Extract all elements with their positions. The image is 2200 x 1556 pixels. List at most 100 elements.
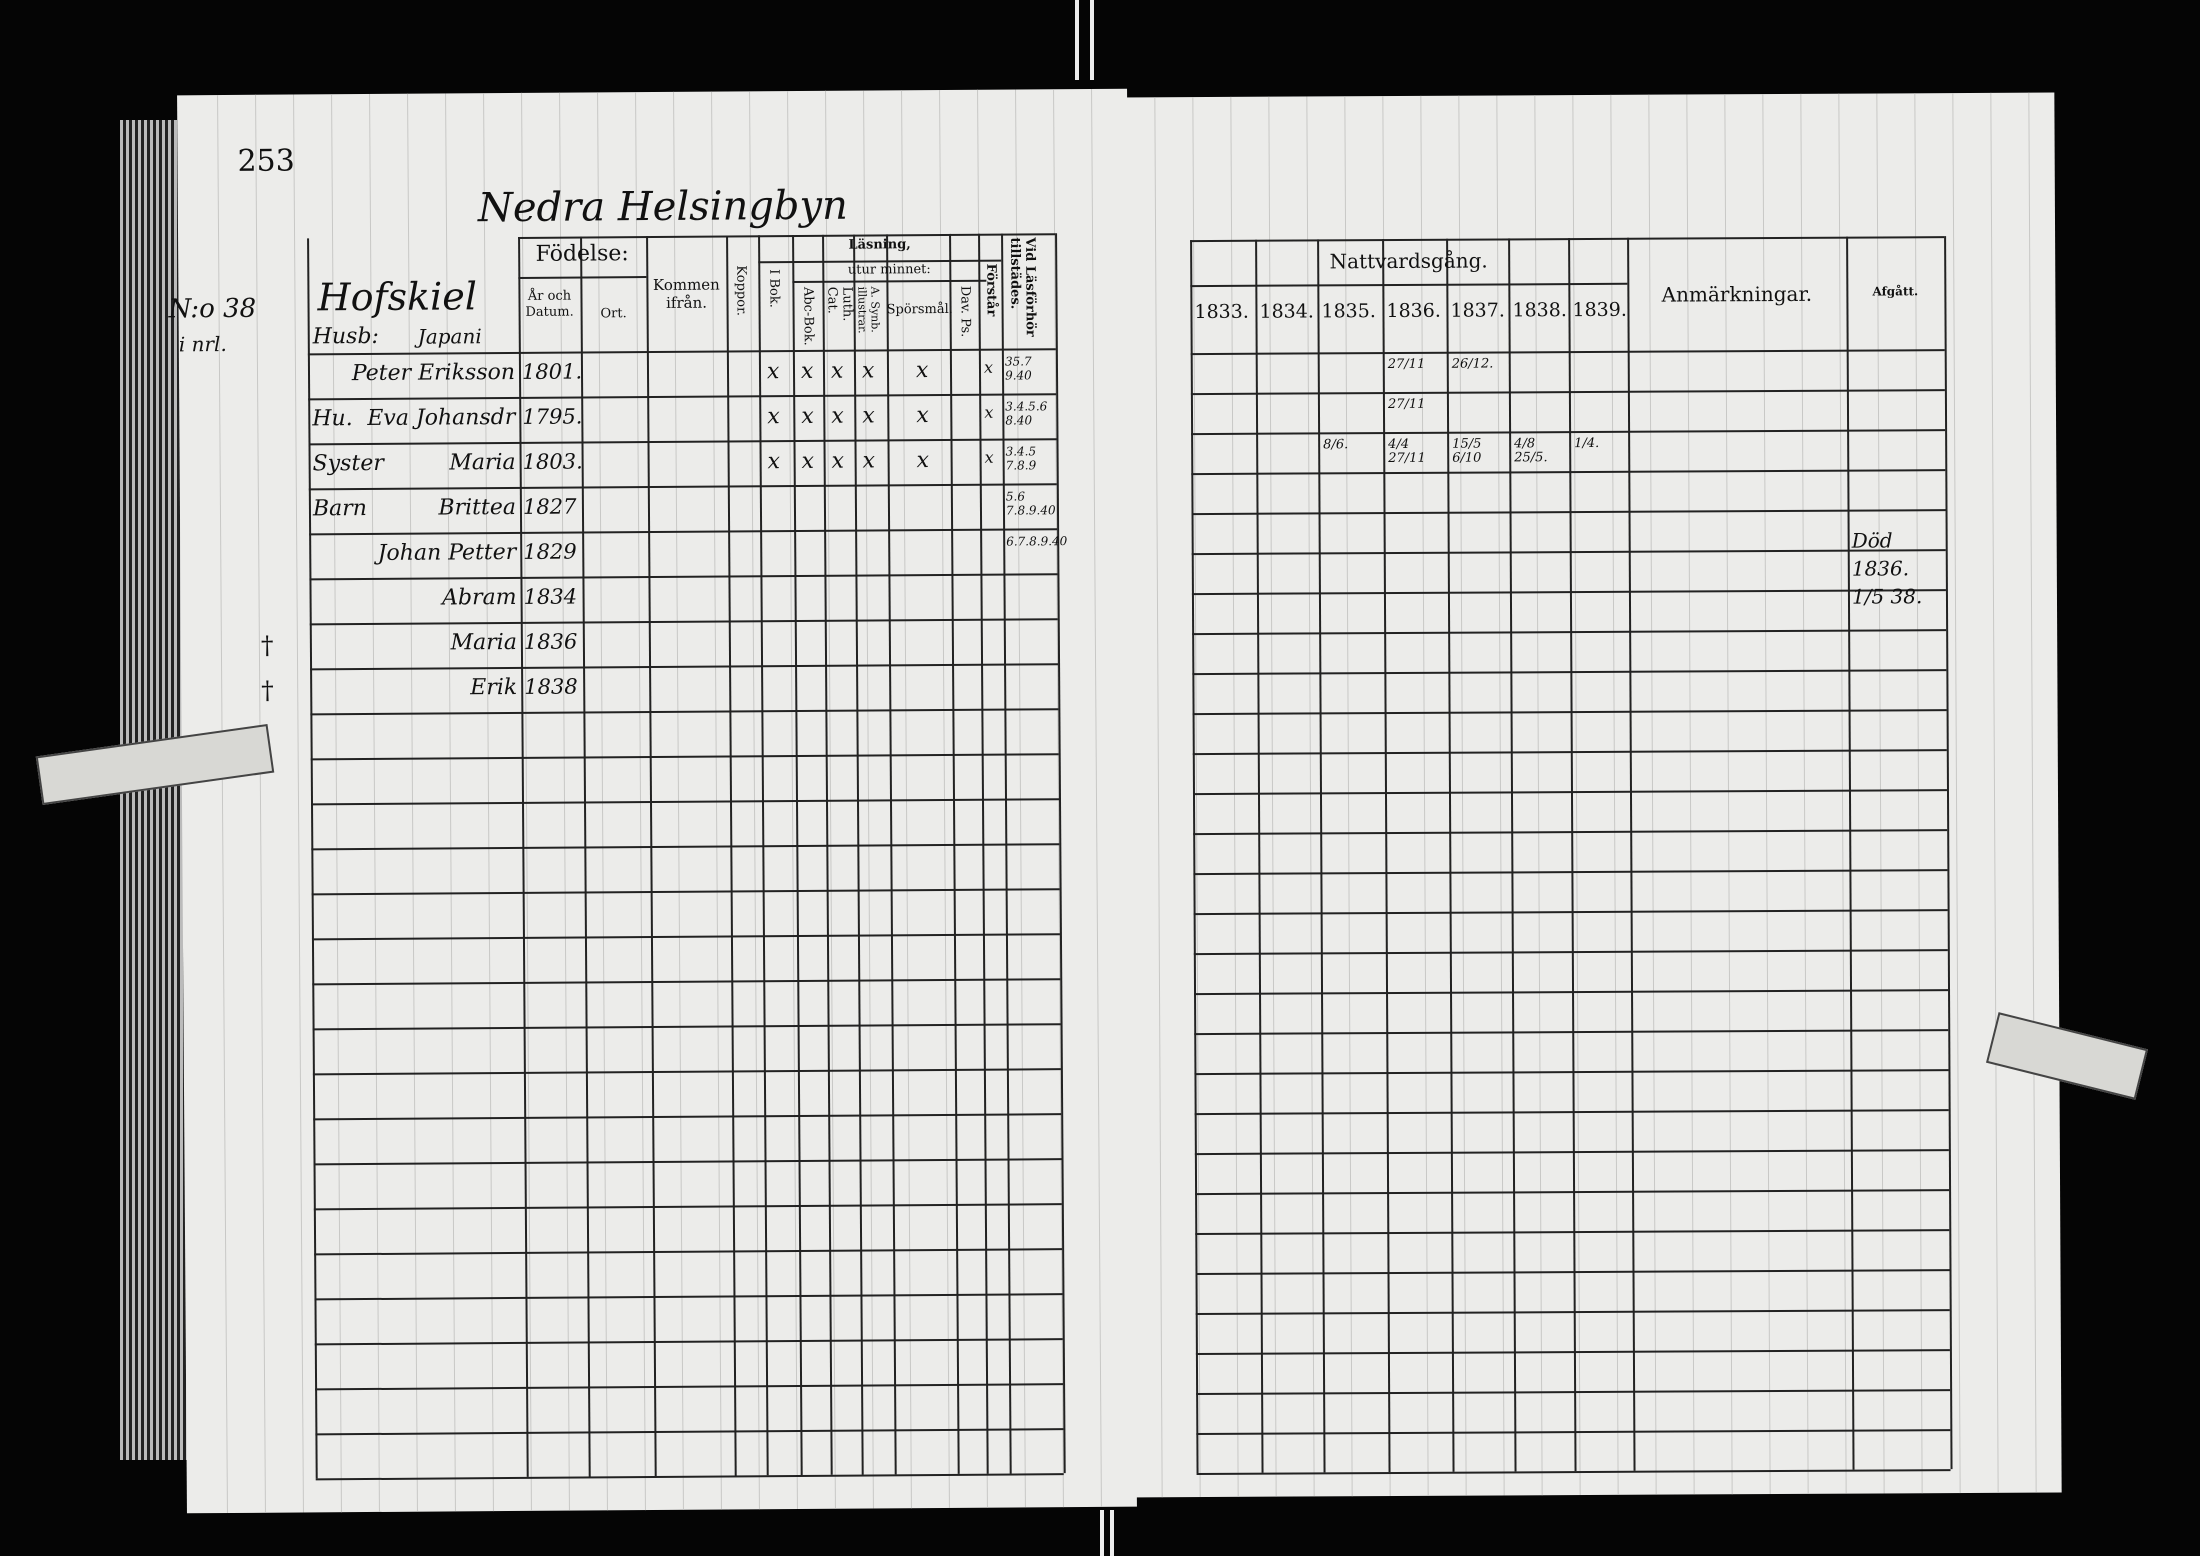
table-row-line — [309, 528, 1058, 536]
table-row-line — [314, 1248, 1063, 1256]
spine-marker — [1090, 0, 1094, 80]
person-name-cell: Peter Eriksson — [312, 360, 515, 387]
table-row-line — [313, 1113, 1062, 1121]
year-header: 1835. — [1321, 300, 1376, 323]
header-utur-minnet: utur minnet: — [847, 262, 931, 278]
household-title: Hofskiel — [317, 274, 478, 320]
table-row-line — [309, 618, 1058, 626]
person-birth-year: 1801. — [521, 359, 583, 384]
table-row-line — [308, 438, 1057, 446]
header-nattvardsgang: Nattvardsgång. — [1329, 248, 1488, 274]
communion-date: 26/12. — [1451, 356, 1494, 372]
table-row-line — [1195, 1269, 1950, 1276]
spine-marker — [1100, 1510, 1104, 1556]
header-synb: A. Synb. illustrar. — [855, 286, 882, 334]
reading-mark: x — [800, 358, 814, 384]
header-kommen: Kommen ifrån. — [652, 275, 720, 312]
table-row-line — [315, 1428, 1064, 1436]
table-column-line — [1627, 237, 1636, 1471]
person-name: Abram — [442, 584, 517, 611]
table-column-line — [1944, 236, 1953, 1470]
table-row-line — [310, 753, 1059, 761]
person-birth-year: 1827 — [522, 494, 577, 519]
table-row-line — [312, 1023, 1061, 1031]
table-row-line — [311, 933, 1060, 941]
person-birth-year: 1829 — [523, 539, 577, 564]
person-name: Brittea — [438, 494, 517, 521]
forstar-mark: x — [984, 447, 994, 467]
right-page: Nattvardsgång. 1833. 1834. 1835. 1836. 1837. 1… — [1114, 92, 2062, 1498]
header-sporsmal: Spörsmål. — [886, 301, 953, 318]
table-row-line — [311, 798, 1060, 806]
afgatt-entry: Död — [1851, 528, 1893, 553]
header-i-bok: I Bok. — [766, 269, 782, 308]
table-row-line — [313, 1203, 1062, 1211]
header-bottom-line — [307, 348, 1056, 356]
header-lasforhor: Vid Läsförhör tillstädes. — [1007, 237, 1038, 337]
header-afgatt: Afgått. — [1872, 284, 1919, 299]
person-name-cell: Maria — [314, 630, 517, 657]
table-row-line — [315, 1383, 1064, 1391]
paper-ruling — [1091, 88, 1102, 1507]
person-name-cell: Syster Maria — [313, 450, 516, 477]
table-row-line — [1194, 1069, 1949, 1076]
table-row-line — [1192, 669, 1947, 676]
year-header: 1837. — [1450, 299, 1505, 322]
table-top-line — [1190, 236, 1945, 243]
table-row-line — [315, 1473, 1064, 1481]
person-name: Peter Eriksson — [351, 359, 516, 387]
table-column-line — [1055, 233, 1066, 1474]
person-name-cell: Erik — [314, 675, 517, 702]
person-name: Erik — [470, 674, 518, 701]
lasforhor-entry: 35.7 9.40 — [1004, 354, 1032, 383]
reading-mark: x — [916, 403, 929, 429]
communion-date: 15/5 6/10 — [1452, 436, 1482, 466]
forstar-mark: x — [984, 402, 994, 422]
spine-marker — [1075, 0, 1079, 80]
person-role: Hu. — [312, 406, 353, 432]
person-name-cell: Johan Petter — [313, 540, 517, 567]
person-name: Maria — [449, 449, 516, 476]
table-row-line — [1191, 469, 1946, 476]
table-row-line — [312, 978, 1061, 986]
table-row-line — [311, 843, 1060, 851]
person-birth-year: 1803. — [522, 449, 583, 474]
header-anmarkningar: Anmärkningar. — [1661, 281, 1813, 307]
header-forstar: Förstår — [983, 263, 999, 317]
village-name: Nedra Helsingbyn — [477, 182, 848, 232]
paper-ruling — [2028, 92, 2037, 1493]
header-ort: Ort. — [600, 306, 627, 322]
table-column-line — [726, 235, 737, 1476]
person-name: Eva Johansdr — [367, 404, 516, 432]
reading-mark: x — [767, 404, 780, 430]
table-row-line — [312, 1068, 1061, 1076]
person-birth-year: 1795. — [522, 404, 583, 429]
header-fodelse: Födelse: — [535, 241, 629, 267]
header-dav-ps: Dav. Ps. — [957, 285, 973, 338]
header-luth-cat: Luth. Cat. — [824, 286, 855, 322]
table-column-line — [1382, 239, 1391, 1473]
communion-date: 27/11 — [1387, 356, 1426, 373]
table-row-line — [314, 1338, 1063, 1346]
table-column-line — [949, 233, 960, 1474]
afgatt-entry: 1/5 38. — [1851, 584, 1923, 609]
lasforhor-entry: 5.6 7.8.9.40 — [1005, 489, 1056, 518]
reading-mark: x — [916, 448, 930, 474]
spine-marker — [1110, 1510, 1114, 1556]
reading-mark: x — [831, 448, 845, 474]
table-column-line — [1317, 239, 1326, 1473]
paper-ruling — [1154, 97, 1163, 1498]
reading-mark: x — [915, 358, 929, 384]
reading-mark: x — [767, 449, 781, 475]
year-header: 1836. — [1386, 299, 1441, 323]
header-abc-bok: Abc-Bok. — [800, 286, 816, 346]
table-row-line — [310, 663, 1059, 671]
household-number: N:o 38 — [168, 293, 257, 325]
table-column-line — [1508, 238, 1517, 1472]
deceased-cross: † — [261, 675, 274, 705]
husb-label: Husb: — [312, 323, 379, 350]
header-lasning: Läsning, — [848, 237, 911, 253]
reading-mark: x — [830, 358, 844, 384]
table-row-line — [1196, 1469, 1951, 1476]
table-row-line — [314, 1293, 1063, 1301]
